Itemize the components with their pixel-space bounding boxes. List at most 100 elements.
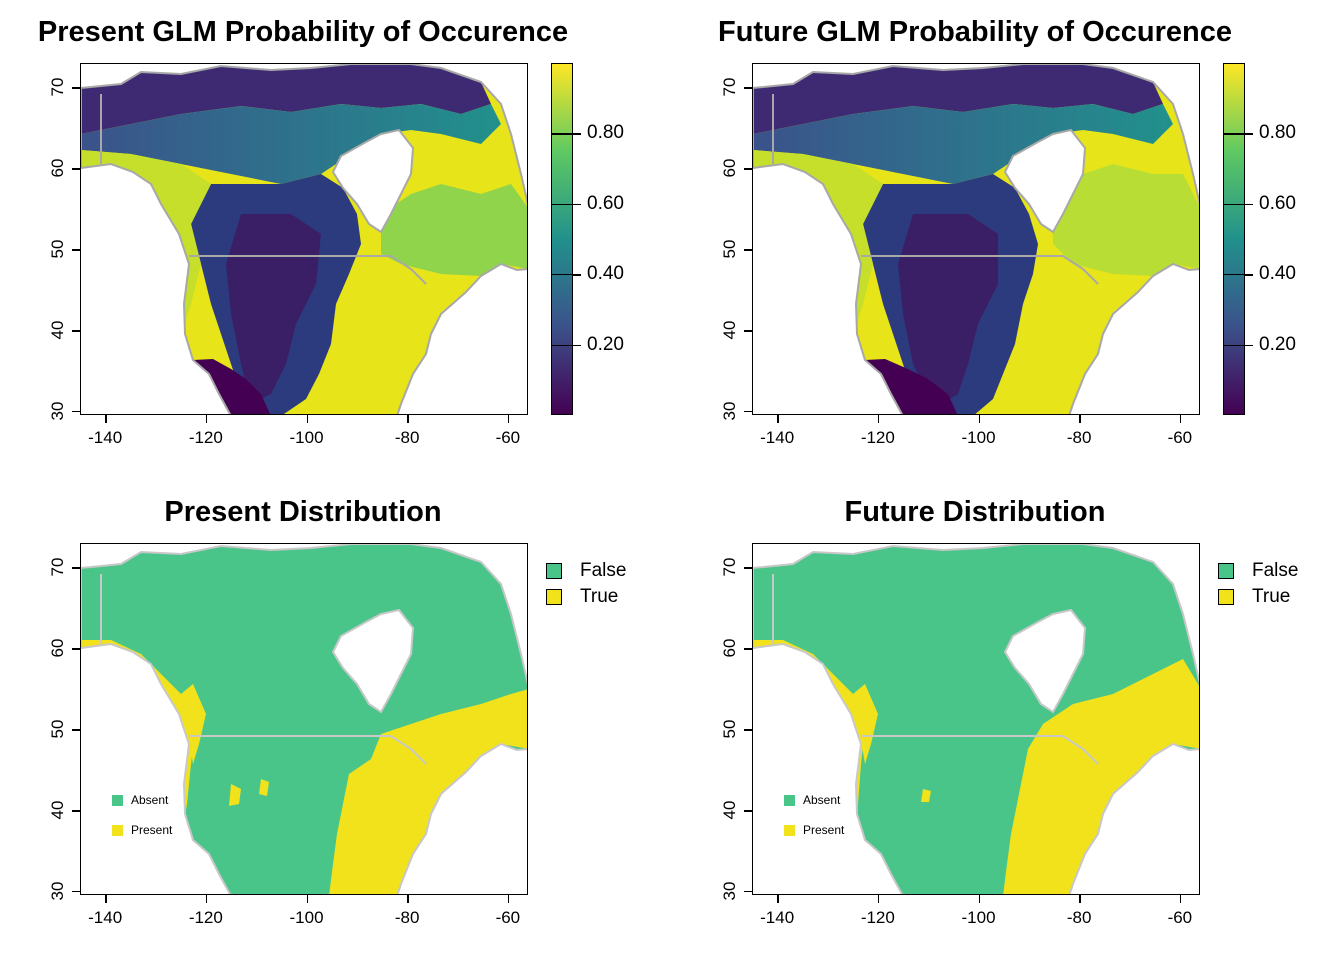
x-tick-mark <box>407 415 409 423</box>
present-glm-panel: Present GLM Probability of Occurence -14… <box>0 0 672 480</box>
y-tick-label: 50 <box>48 239 67 259</box>
y-tick-mark <box>72 810 80 812</box>
y-tick-label: 40 <box>720 320 739 340</box>
panel-title: Present GLM Probability of Occurence <box>37 16 569 48</box>
y-tick-mark <box>744 810 752 812</box>
inset-swatch-present <box>112 825 123 836</box>
y-tick-mark <box>72 729 80 731</box>
colorbar <box>1223 63 1245 415</box>
y-tick-label: 50 <box>48 719 67 739</box>
x-tick-mark <box>1079 895 1081 903</box>
y-tick-mark <box>744 729 752 731</box>
distribution-map <box>81 544 528 895</box>
panel-title: Future GLM Probability of Occurence <box>717 16 1233 48</box>
colorbar-tick-label: 0.60 <box>587 192 624 214</box>
y-tick-mark <box>72 249 80 251</box>
x-tick-label: -60 <box>1167 428 1193 447</box>
colorbar <box>551 63 573 415</box>
x-tick-label: -120 <box>188 428 223 447</box>
y-tick-label: 40 <box>48 320 67 340</box>
colorbar-tick-label: 0.80 <box>1259 122 1296 144</box>
y-tick-mark <box>744 87 752 89</box>
inset-swatch-present <box>784 825 795 836</box>
y-tick-label: 40 <box>48 800 67 820</box>
x-tick-mark <box>877 895 880 903</box>
colorbar-tick-line <box>1223 344 1245 346</box>
colorbar-tick-mark <box>573 344 581 347</box>
colorbar-tick-mark <box>573 133 581 135</box>
y-tick-mark <box>744 330 752 332</box>
y-tick-label: 40 <box>720 800 739 820</box>
x-tick-mark <box>777 895 779 903</box>
x-tick-label: -140 <box>760 908 795 927</box>
x-tick-label: -60 <box>495 908 521 927</box>
legend-swatch-true <box>546 589 562 605</box>
y-tick-mark <box>72 410 80 413</box>
map-plot-area <box>752 543 1200 895</box>
distribution-map <box>753 544 1200 895</box>
colorbar-tick-line <box>551 274 573 276</box>
y-tick-mark <box>744 567 752 569</box>
x-tick-mark <box>1179 415 1182 423</box>
legend-swatch-false <box>1218 563 1234 579</box>
y-tick-label: 70 <box>48 77 67 97</box>
y-tick-mark <box>72 567 80 569</box>
x-tick-mark <box>777 415 779 423</box>
x-tick-mark <box>978 415 981 423</box>
inset-label-absent: Absent <box>131 793 169 807</box>
x-tick-label: -80 <box>1066 908 1092 927</box>
x-tick-label: -60 <box>495 428 521 447</box>
y-tick-mark <box>744 648 752 650</box>
x-tick-mark <box>306 415 309 423</box>
x-tick-label: -100 <box>289 908 324 927</box>
x-tick-mark <box>407 895 409 903</box>
colorbar-tick-label: 0.60 <box>1259 192 1296 214</box>
x-tick-label: -100 <box>961 908 996 927</box>
y-tick-label: 60 <box>48 158 67 178</box>
x-tick-label: -140 <box>88 428 123 447</box>
y-tick-label: 60 <box>720 158 739 178</box>
x-tick-label: -140 <box>88 908 123 927</box>
x-tick-mark <box>105 895 107 903</box>
x-tick-label: -140 <box>760 428 795 447</box>
x-tick-label: -60 <box>1167 908 1193 927</box>
x-tick-mark <box>877 415 880 423</box>
y-tick-mark <box>72 330 80 332</box>
x-tick-mark <box>1179 895 1182 903</box>
inset-swatch-absent <box>784 795 795 806</box>
colorbar-tick-mark <box>573 274 581 276</box>
y-tick-mark <box>744 410 752 413</box>
y-tick-label: 70 <box>720 77 739 97</box>
x-tick-label: -80 <box>394 908 420 927</box>
x-tick-mark <box>205 415 208 423</box>
colorbar-tick-line <box>551 344 573 346</box>
y-tick-label: 70 <box>48 557 67 577</box>
map-plot-area <box>80 543 528 895</box>
map-plot-area <box>80 63 528 415</box>
y-tick-label: 30 <box>720 401 739 421</box>
x-tick-label: -120 <box>860 908 895 927</box>
colorbar-tick-line <box>1223 133 1245 135</box>
x-tick-mark <box>306 895 309 903</box>
panel-title: Future Distribution <box>844 496 1106 528</box>
y-tick-mark <box>744 890 752 893</box>
y-tick-label: 70 <box>720 557 739 577</box>
inset-label-present: Present <box>803 823 845 837</box>
x-tick-mark <box>105 415 107 423</box>
y-tick-mark <box>72 890 80 893</box>
x-tick-label: -80 <box>394 428 420 447</box>
colorbar-tick-mark <box>1245 203 1253 206</box>
colorbar-tick-mark <box>573 203 581 206</box>
y-tick-label: 60 <box>720 638 739 658</box>
colorbar-tick-mark <box>1245 133 1253 135</box>
x-tick-label: -120 <box>860 428 895 447</box>
y-tick-mark <box>744 168 752 170</box>
panel-title: Present Distribution <box>164 496 442 528</box>
y-tick-label: 50 <box>720 239 739 259</box>
inset-swatch-absent <box>112 795 123 806</box>
y-tick-mark <box>72 168 80 170</box>
colorbar-tick-line <box>1223 274 1245 276</box>
colorbar-tick-label: 0.40 <box>587 263 624 285</box>
y-tick-mark <box>72 648 80 650</box>
legend-label-false: False <box>1252 560 1299 581</box>
